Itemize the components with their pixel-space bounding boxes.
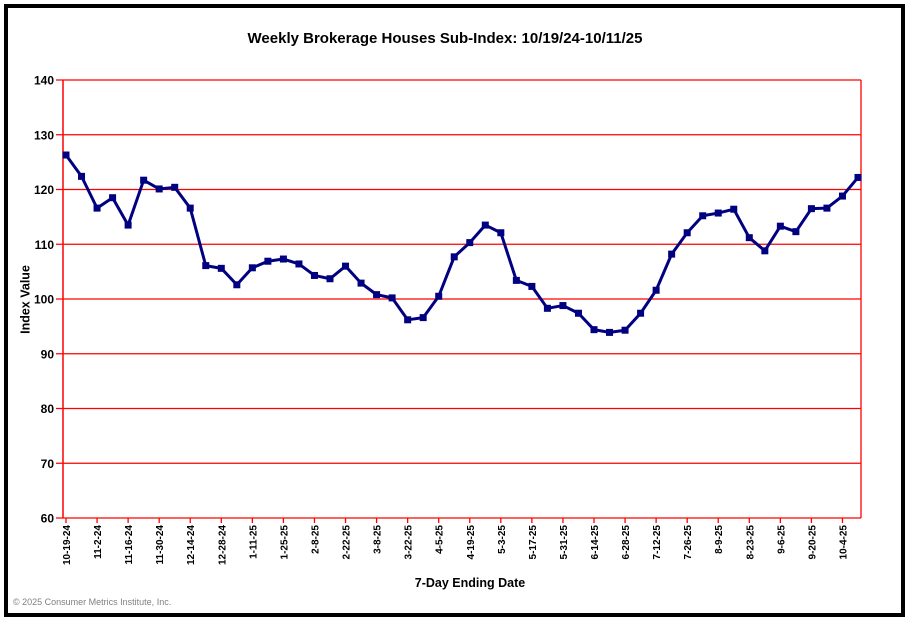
x-tick-label: 11-30-24 bbox=[155, 525, 166, 565]
x-tick-label: 5-17-25 bbox=[528, 525, 539, 560]
data-point-marker bbox=[699, 212, 707, 220]
x-tick-label: 8-9-25 bbox=[714, 525, 725, 554]
data-point-marker bbox=[854, 173, 862, 181]
x-tick-label: 3-8-25 bbox=[373, 525, 384, 554]
data-point-marker bbox=[481, 221, 489, 229]
data-point-marker bbox=[295, 260, 303, 268]
data-point-marker bbox=[93, 204, 101, 212]
data-point-marker bbox=[590, 326, 598, 334]
data-point-marker bbox=[435, 292, 443, 300]
data-point-marker bbox=[637, 309, 645, 317]
x-tick-label: 8-23-25 bbox=[745, 525, 756, 560]
data-point-marker bbox=[342, 262, 350, 270]
data-point-marker bbox=[357, 279, 365, 287]
x-tick-label: 3-22-25 bbox=[404, 525, 415, 560]
data-point-marker bbox=[310, 271, 318, 279]
y-tick-label: 110 bbox=[35, 238, 55, 252]
data-point-marker bbox=[217, 264, 225, 272]
y-axis-title: Index Value bbox=[18, 265, 33, 334]
x-tick-label: 9-20-25 bbox=[807, 525, 818, 560]
data-point-marker bbox=[512, 276, 520, 284]
data-point-marker bbox=[745, 234, 753, 242]
x-tick-label: 10-19-24 bbox=[62, 525, 73, 565]
data-point-marker bbox=[62, 151, 70, 159]
data-point-marker bbox=[776, 222, 784, 230]
data-point-marker bbox=[714, 209, 722, 217]
x-axis-title: 7-Day Ending Date bbox=[414, 576, 526, 590]
y-tick-label: 140 bbox=[34, 74, 54, 88]
x-tick-label: 2-22-25 bbox=[342, 525, 353, 560]
data-point-marker bbox=[419, 314, 427, 322]
data-point-marker bbox=[186, 204, 194, 212]
data-point-marker bbox=[683, 229, 691, 237]
data-point-marker bbox=[248, 264, 256, 272]
data-point-marker bbox=[792, 228, 800, 236]
data-point-marker bbox=[574, 309, 582, 317]
data-point-marker bbox=[761, 247, 769, 255]
data-point-marker bbox=[807, 205, 815, 213]
data-point-marker bbox=[171, 183, 179, 191]
data-point-marker bbox=[155, 185, 163, 193]
data-point-marker bbox=[404, 316, 412, 324]
data-point-marker bbox=[668, 250, 676, 258]
data-point-marker bbox=[652, 286, 660, 294]
y-tick-label: 100 bbox=[34, 293, 54, 307]
data-point-marker bbox=[621, 326, 629, 334]
data-point-marker bbox=[264, 257, 272, 265]
x-tick-label: 6-28-25 bbox=[621, 525, 632, 560]
data-point-marker bbox=[730, 205, 738, 213]
x-tick-label: 1-25-25 bbox=[279, 525, 290, 560]
x-tick-label: 11-2-24 bbox=[93, 525, 104, 559]
series-line bbox=[64, 154, 860, 334]
data-point-marker bbox=[497, 229, 505, 237]
y-tick-label: 120 bbox=[34, 183, 54, 197]
x-tick-label: 9-6-25 bbox=[776, 525, 787, 554]
x-tick-label: 12-28-24 bbox=[217, 525, 228, 565]
x-tick-label: 4-5-25 bbox=[435, 525, 446, 554]
data-point-marker bbox=[124, 221, 132, 229]
data-point-marker bbox=[202, 262, 210, 270]
chart-title: Weekly Brokerage Houses Sub-Index: 10/19… bbox=[247, 30, 643, 47]
data-point-marker bbox=[823, 204, 831, 212]
copyright-text: © 2025 Consumer Metrics Institute, Inc. bbox=[13, 597, 172, 607]
data-point-marker bbox=[279, 255, 287, 263]
y-tick-label: 80 bbox=[41, 402, 55, 416]
y-tick-label: 90 bbox=[41, 347, 55, 361]
data-point-marker bbox=[466, 239, 474, 247]
x-tick-label: 2-8-25 bbox=[310, 525, 321, 554]
data-point-marker bbox=[450, 253, 458, 261]
data-point-marker bbox=[606, 328, 614, 336]
data-point-marker bbox=[528, 282, 536, 290]
data-point-marker bbox=[78, 172, 86, 180]
data-point-marker bbox=[109, 194, 117, 202]
y-tick-label: 70 bbox=[41, 457, 55, 471]
x-tick-label: 7-12-25 bbox=[652, 525, 663, 560]
x-tick-label: 12-14-24 bbox=[186, 525, 197, 565]
x-tick-label: 7-26-25 bbox=[683, 525, 694, 560]
x-tick-label: 10-4-25 bbox=[838, 525, 849, 560]
data-point-marker bbox=[326, 275, 334, 283]
data-point-marker bbox=[140, 176, 148, 184]
x-tick-label: 6-14-25 bbox=[590, 525, 601, 560]
data-point-marker bbox=[559, 302, 567, 310]
data-point-marker bbox=[388, 294, 396, 302]
x-tick-label: 11-16-24 bbox=[124, 525, 135, 565]
x-tick-label: 5-3-25 bbox=[497, 525, 508, 554]
y-tick-label: 60 bbox=[41, 512, 55, 526]
x-tick-label: 5-31-25 bbox=[559, 525, 570, 560]
y-tick-label: 130 bbox=[34, 128, 54, 142]
data-point-marker bbox=[543, 304, 551, 312]
x-tick-label: 1-11-25 bbox=[248, 525, 259, 559]
data-point-marker bbox=[373, 291, 381, 299]
data-point-marker bbox=[838, 192, 846, 200]
data-point-marker bbox=[233, 281, 241, 289]
x-tick-label: 4-19-25 bbox=[466, 525, 477, 560]
